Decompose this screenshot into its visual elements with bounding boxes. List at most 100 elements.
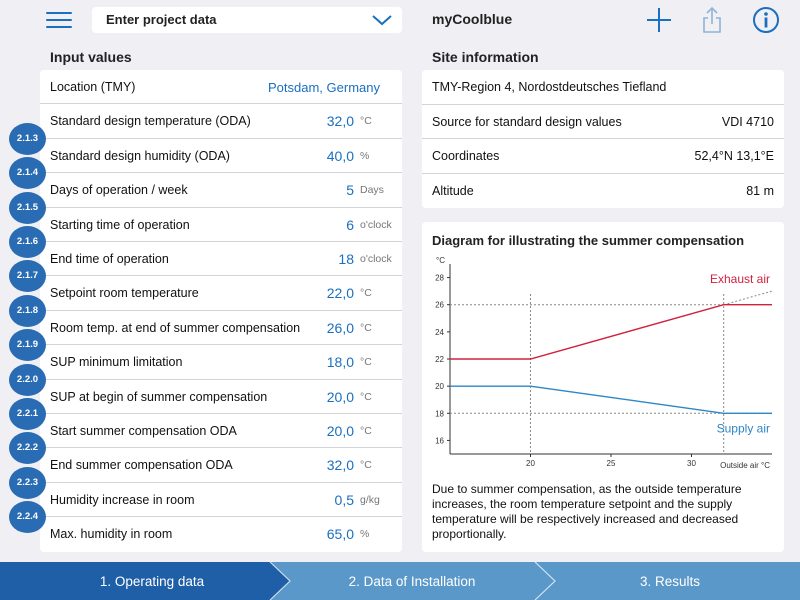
site-row-label: Source for standard design values: [432, 114, 622, 129]
diagram-title: Diagram for illustrating the summer comp…: [432, 233, 745, 248]
input-row-unit: °C: [360, 115, 372, 128]
input-row[interactable]: Max. humidity in room 65,0%: [40, 517, 402, 551]
step-separator: [269, 562, 291, 600]
input-row-value[interactable]: 18,0: [326, 354, 354, 371]
input-row-value[interactable]: 26,0: [326, 319, 354, 336]
step-label[interactable]: 3. Results: [640, 574, 700, 589]
input-row-value[interactable]: 0,5: [334, 491, 354, 508]
input-row-value[interactable]: 32,0: [326, 113, 354, 130]
share-icon[interactable]: [700, 6, 724, 34]
add-icon[interactable]: [645, 6, 673, 34]
exhaust-air-line: [450, 304, 772, 360]
reference-line: [723, 290, 773, 306]
input-row-label: Days of operation / week: [50, 183, 188, 198]
site-row-value: 81 m: [746, 183, 774, 198]
input-row-value[interactable]: 65,0: [326, 526, 354, 543]
input-row-unit: g/kg: [360, 493, 380, 506]
y-tick-label: 18: [435, 409, 444, 418]
input-row[interactable]: SUP at begin of summer compensation 20,0 °…: [40, 380, 402, 414]
input-row-unit: °C: [360, 287, 372, 300]
y-tick-label: 28: [435, 274, 444, 283]
step-navigation: 1. Operating data 2. Data of Installation…: [0, 562, 800, 600]
input-row[interactable]: Setpoint room temperature 22,0 °C: [40, 276, 402, 311]
x-tick-label: 25: [607, 459, 616, 468]
info-badge[interactable]: 2.1.5: [9, 191, 46, 224]
site-row-label: Altitude: [432, 183, 474, 198]
site-row-value: 52,4°N 13,1°E: [694, 149, 775, 163]
step-separator: [534, 562, 556, 600]
input-row[interactable]: Standard design humidity (ODA) 40,0%: [40, 139, 402, 174]
location-label: Location (TMY): [50, 80, 136, 94]
step-label[interactable]: 1. Operating data: [100, 574, 205, 589]
menu-icon[interactable]: [46, 10, 74, 30]
input-row-label: Max. humidity in room: [50, 527, 173, 542]
input-row-label: SUP at begin of summer compensation: [50, 389, 268, 404]
input-row-unit: %: [360, 528, 370, 541]
input-row-unit: °C: [360, 321, 372, 334]
site-row: Altitude 81 m: [422, 174, 784, 209]
input-row[interactable]: End summer compensation ODA 32,0 °C: [40, 448, 402, 483]
location-value[interactable]: Potsdam, Germany: [268, 80, 380, 95]
input-row-label: Room temp. at end of summer compensation: [50, 320, 301, 335]
input-row-value[interactable]: 32,0: [326, 457, 354, 474]
input-row-value[interactable]: 40,0: [326, 147, 354, 164]
input-row[interactable]: Room temp. at end of summer compensation…: [40, 311, 402, 346]
region-value: TMY-Region 4, Nordostdeutsches Tiefland: [432, 80, 667, 94]
input-values-card: Location (TMY) Potsdam, Germany Standard…: [40, 70, 402, 552]
exhaust-air-label: Exhaust air: [710, 272, 770, 286]
diagram-card: Diagram for illustrating the summer comp…: [422, 222, 784, 552]
input-values-title: Input values: [50, 49, 132, 65]
info-badge[interactable]: 2.1.8: [9, 294, 46, 327]
input-row-value[interactable]: 6: [346, 216, 354, 233]
supply-air-label: Supply air: [717, 421, 770, 435]
input-row[interactable]: End time of operation 18 o'clock: [40, 242, 402, 277]
input-row-label: SUP minimum limitation: [50, 355, 183, 370]
y-tick-label: 22: [435, 355, 444, 364]
input-row[interactable]: SUP minimum limitation 18,0 °C: [40, 345, 402, 380]
input-row[interactable]: Days of operation / week 5 Days: [40, 173, 402, 208]
region-row: TMY-Region 4, Nordostdeutsches Tiefland: [422, 70, 784, 105]
input-row-label: End time of operation: [50, 252, 169, 266]
site-row: Coordinates 52,4°N 13,1°E: [422, 139, 784, 174]
y-axis-label: °C: [436, 256, 445, 265]
input-row[interactable]: Start summer compensation ODA 20,0 °C: [40, 414, 402, 449]
step-tab-3[interactable]: [535, 562, 800, 600]
step-label[interactable]: 2. Data of Installation: [349, 574, 476, 589]
info-badge[interactable]: 2.1.6: [9, 226, 46, 258]
input-row-unit: °C: [360, 425, 372, 437]
input-row-unit: °C: [360, 459, 372, 472]
input-row[interactable]: Standard design temperature (ODA) 32,0 °C: [40, 104, 402, 139]
chevron-down-icon: [372, 15, 392, 26]
step-tab-2[interactable]: [270, 562, 555, 600]
input-row-value[interactable]: 20,0: [326, 423, 354, 439]
info-badge[interactable]: 2.2.4: [9, 501, 46, 534]
info-icon[interactable]: [752, 6, 780, 34]
info-badge[interactable]: 2.2.0: [9, 363, 46, 396]
input-row-unit: °C: [360, 390, 372, 403]
x-tick-label: 20: [526, 459, 535, 468]
y-tick-label: 16: [435, 436, 444, 445]
info-badge[interactable]: 2.1.9: [9, 329, 46, 362]
location-row[interactable]: Location (TMY) Potsdam, Germany: [40, 70, 402, 105]
y-tick-label: 26: [435, 301, 444, 310]
input-row-value[interactable]: 22,0: [326, 285, 354, 302]
info-badge[interactable]: 2.2.2: [9, 432, 46, 465]
input-row[interactable]: Humidity increase in room 0,5 g/kg: [40, 483, 402, 518]
info-badge[interactable]: 2.1.4: [9, 157, 46, 190]
input-row-value[interactable]: 20,0: [326, 388, 354, 405]
input-row-label: Humidity increase in room: [50, 492, 195, 507]
x-tick-label: 30: [687, 459, 696, 468]
info-badge[interactable]: 2.1.7: [9, 260, 46, 293]
step-tab-1[interactable]: [0, 562, 290, 600]
project-select[interactable]: Enter project data: [92, 7, 402, 33]
info-badge[interactable]: 2.2.3: [9, 466, 46, 499]
input-row-value[interactable]: 18: [338, 251, 354, 267]
input-row-label: Start summer compensation ODA: [50, 424, 237, 438]
input-row[interactable]: Starting time of operation 6 o'clock: [40, 208, 402, 242]
y-tick-label: 24: [435, 328, 444, 337]
input-row-value[interactable]: 5: [346, 182, 354, 199]
input-row-label: Starting time of operation: [50, 217, 190, 232]
info-badge[interactable]: 2.1.3: [9, 122, 46, 155]
info-badge[interactable]: 2.2.1: [9, 398, 46, 430]
x-axis-label: Outside air °C: [720, 461, 770, 470]
